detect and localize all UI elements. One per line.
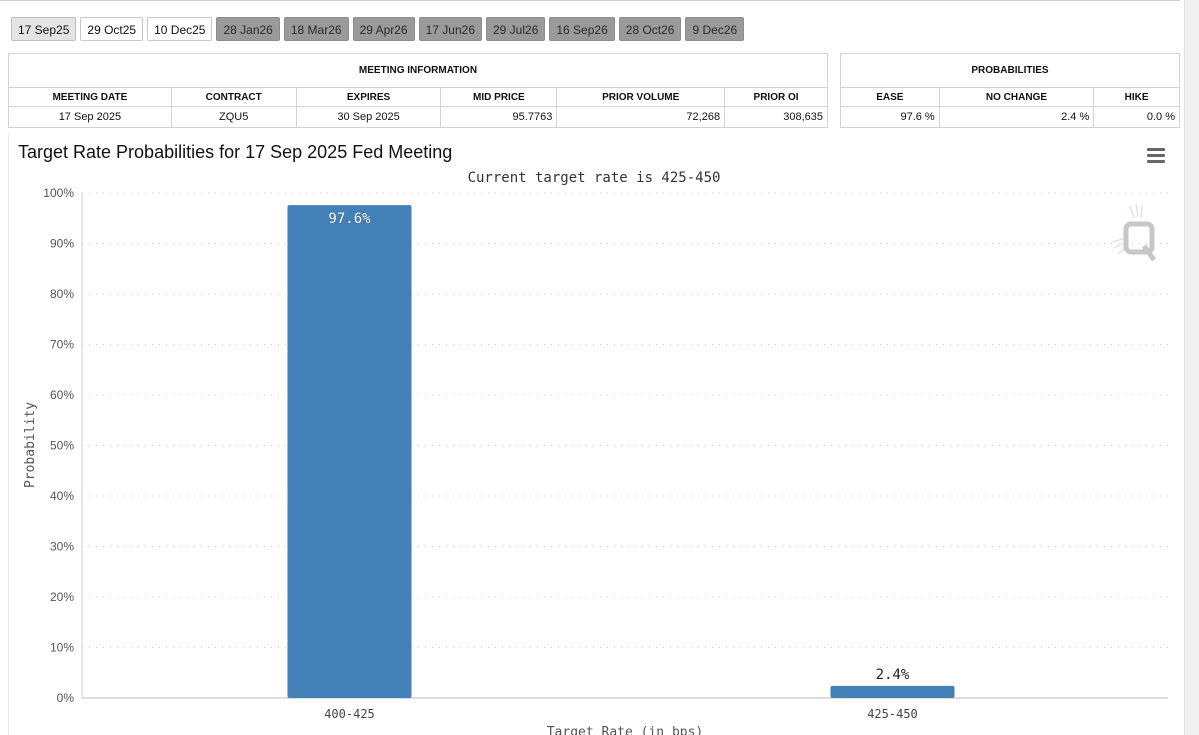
tab-17-jun26[interactable]: 17 Jun26 [418,17,482,41]
tab-28-oct26[interactable]: 28 Oct26 [618,17,682,41]
y-tick-label: 50% [50,439,74,453]
tab-16-sep26[interactable]: 16 Sep26 [549,17,615,41]
cell-prior-oi: 308,635 [724,106,828,128]
tab-17-sep25[interactable]: 17 Sep25 [11,17,77,41]
meeting-information-header: MEETING INFORMATION [8,53,828,88]
x-tick-label: 425-450 [867,707,918,721]
y-tick-label: 60% [50,388,74,402]
tab-28-jan26[interactable]: 28 Jan26 [216,17,280,41]
page-scrollbar[interactable] [1184,0,1199,735]
y-tick-label: 90% [50,237,74,251]
probabilities-table: PROBABILITIES EASE NO CHANGE HIKE 97.6 %… [840,53,1180,128]
y-tick-label: 70% [50,338,74,352]
y-tick-label: 20% [50,590,74,604]
chart-title: Target Rate Probabilities for 17 Sep 202… [18,142,453,162]
cell-expires: 30 Sep 2025 [295,106,442,128]
y-tick-label: 40% [50,489,74,503]
cell-ease: 97.6 % [840,106,940,128]
tab-29-jul26[interactable]: 29 Jul26 [486,17,546,41]
meeting-information-table: MEETING INFORMATION MEETING DATE CONTRAC… [8,53,828,128]
y-tick-label: 80% [50,287,74,301]
y-tick-label: 100% [43,186,74,200]
q-logo-watermark-icon [1111,203,1157,262]
cell-prior-volume: 72,268 [556,106,726,128]
probabilities-header: PROBABILITIES [840,53,1180,88]
chart-subtitle: Current target rate is 425-450 [468,170,721,186]
x-axis-title: Target Rate (in bps) [547,725,704,735]
chart-panel [8,134,1181,735]
cell-mid-price: 95.7763 [440,106,558,128]
y-tick-label: 30% [50,540,74,554]
tab-29-apr26[interactable]: 29 Apr26 [352,17,415,41]
bar-400-425[interactable] [287,205,412,698]
bar-425-450[interactable] [830,685,955,698]
meeting-date-tabs: 17 Sep25 29 Oct25 10 Dec25 28 Jan26 18 Mar26… [11,17,745,41]
cell-hike: 0.0 % [1093,106,1180,128]
y-tick-label: 10% [50,641,74,655]
tab-9-dec26[interactable]: 9 Dec26 [685,17,745,41]
cell-meeting-date: 17 Sep 2025 [8,106,172,128]
cell-contract: ZQU5 [170,106,297,128]
data-label: 97.6% [328,211,371,227]
y-tick-label: 0% [57,691,75,705]
y-axis-title: Probability [23,402,38,488]
hamburger-menu-icon[interactable] [1147,148,1165,163]
data-label: 2.4% [876,667,910,683]
x-tick-label: 400-425 [324,707,375,721]
top-border [0,0,1180,1]
tab-10-dec25[interactable]: 10 Dec25 [147,17,213,41]
tab-18-mar26[interactable]: 18 Mar26 [283,17,349,41]
tab-29-oct25[interactable]: 29 Oct25 [80,17,144,41]
